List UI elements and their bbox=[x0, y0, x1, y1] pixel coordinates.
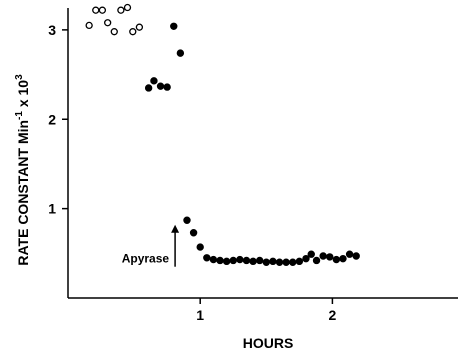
filled-data-point bbox=[203, 254, 211, 262]
open-data-point bbox=[104, 19, 112, 27]
filled-data-point bbox=[307, 250, 315, 258]
x-tick-label: 2 bbox=[329, 307, 337, 323]
y-tick-label: 1 bbox=[48, 201, 56, 217]
filled-data-point bbox=[269, 257, 277, 266]
filled-data-point bbox=[312, 256, 321, 265]
ticks: 1 2 1 2 3 bbox=[48, 22, 336, 323]
y-tick-label: 3 bbox=[48, 22, 56, 38]
y-axis-title-tail: x 10 bbox=[15, 80, 31, 111]
filled-data-point bbox=[209, 255, 218, 264]
y-axis-title-sup: -1 bbox=[14, 111, 25, 120]
filled-data-point bbox=[345, 250, 354, 258]
filled-data-point bbox=[255, 256, 264, 265]
filled-data-point bbox=[222, 257, 231, 266]
data-points bbox=[85, 3, 360, 266]
y-tick-label: 2 bbox=[48, 111, 56, 127]
filled-data-point bbox=[144, 84, 153, 92]
filled-data-point bbox=[176, 49, 185, 57]
filled-data-point bbox=[183, 216, 191, 224]
open-data-point bbox=[117, 6, 125, 14]
filled-data-point bbox=[163, 83, 171, 91]
annotations: ApyraseSTROPH bbox=[122, 224, 180, 267]
open-data-point bbox=[123, 3, 132, 12]
filled-data-point bbox=[170, 22, 178, 30]
open-data-point bbox=[98, 6, 107, 14]
filled-data-point bbox=[249, 257, 257, 266]
open-data-point bbox=[135, 23, 144, 31]
open-data-point bbox=[129, 28, 137, 36]
filled-data-point bbox=[332, 255, 341, 264]
y-axis-title-main: RATE CONSTANT Min bbox=[15, 120, 31, 266]
filled-data-point bbox=[319, 252, 327, 260]
filled-data-point bbox=[189, 229, 198, 237]
x-tick-label: 1 bbox=[196, 307, 204, 323]
filled-data-point bbox=[289, 258, 297, 266]
filled-data-point bbox=[339, 254, 347, 263]
filled-data-point bbox=[229, 256, 237, 265]
filled-data-point bbox=[275, 258, 284, 266]
filled-data-point bbox=[326, 253, 334, 261]
filled-data-point bbox=[295, 257, 304, 266]
filled-data-point bbox=[196, 243, 204, 251]
y-axis-title: RATE CONSTANT Min-1 x 103 bbox=[14, 74, 31, 266]
open-data-point bbox=[92, 6, 100, 14]
filled-data-point bbox=[216, 256, 224, 265]
filled-data-point bbox=[302, 254, 310, 263]
filled-data-point bbox=[242, 256, 251, 265]
filled-data-point bbox=[282, 258, 290, 266]
filled-data-point bbox=[156, 82, 165, 90]
apyrase-label: Apyrase bbox=[122, 252, 170, 266]
axes bbox=[67, 8, 458, 299]
x-axis-title: HOURS bbox=[243, 335, 294, 351]
apyrase-arrow-head bbox=[171, 224, 180, 233]
y-axis-title-exp: 3 bbox=[14, 74, 25, 80]
open-data-point bbox=[85, 21, 93, 30]
open-data-point bbox=[110, 28, 118, 36]
filled-data-point bbox=[236, 255, 244, 264]
filled-data-point bbox=[262, 258, 271, 266]
filled-data-point bbox=[352, 252, 360, 260]
filled-data-point bbox=[150, 77, 158, 85]
